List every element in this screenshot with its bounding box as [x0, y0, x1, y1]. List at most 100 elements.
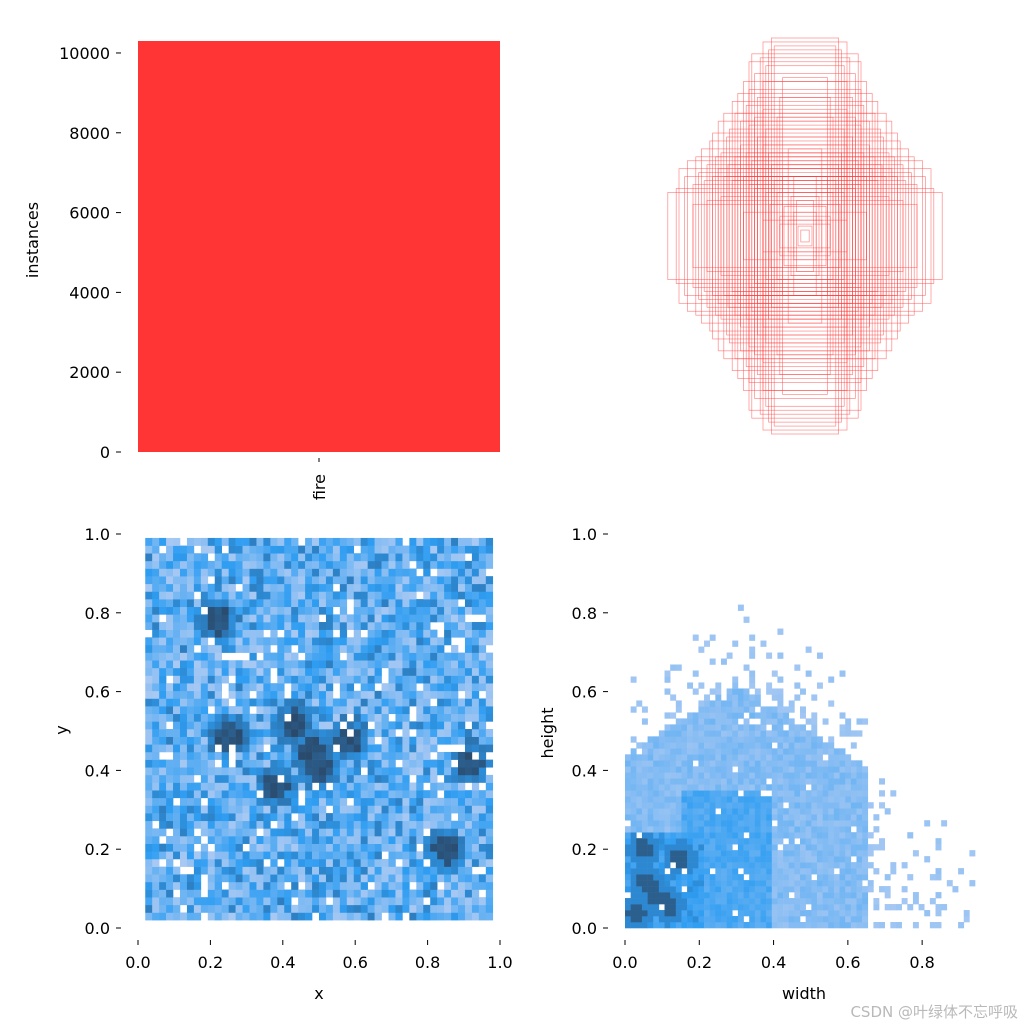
wh-bin — [675, 832, 682, 839]
xy-bin — [186, 912, 195, 921]
wh-bin — [850, 820, 857, 827]
xy-bin — [402, 576, 410, 585]
xy-bin — [235, 805, 243, 814]
xy-bin — [437, 560, 445, 569]
wh-bin — [754, 802, 761, 809]
wh-bin — [805, 922, 812, 929]
wh-bin — [658, 772, 665, 779]
xy-bin — [353, 813, 362, 822]
wh-bin — [788, 748, 795, 755]
wh-bin — [833, 844, 840, 851]
box-outline — [734, 112, 876, 360]
xy-bin — [186, 606, 195, 615]
wh-bin — [636, 838, 643, 845]
wh-bin — [670, 694, 677, 701]
wh-bin — [675, 898, 682, 905]
xy-bin — [437, 858, 445, 867]
wh-bin — [664, 772, 671, 779]
wh-bin — [737, 700, 744, 707]
xy-bin — [416, 660, 424, 669]
xy-bin — [325, 683, 334, 692]
wh-bin — [636, 892, 643, 899]
wh-bin — [698, 820, 705, 827]
xy-bin — [298, 744, 306, 753]
xy-bin — [395, 537, 403, 546]
wh-bin — [805, 670, 812, 677]
wh-bin — [777, 748, 784, 755]
wh-bin — [726, 694, 733, 701]
wh-bin — [754, 766, 761, 773]
box-outline — [743, 211, 867, 261]
xy-bin — [332, 537, 341, 546]
wh-bin — [800, 742, 806, 749]
xy-bin — [284, 729, 292, 737]
wh-bin — [856, 814, 863, 821]
xy-bin — [416, 606, 424, 615]
wh-bin — [777, 700, 784, 707]
xy-bin — [284, 629, 292, 638]
xy-bin — [444, 851, 452, 860]
xy-bin — [159, 667, 167, 676]
wh-bin — [833, 832, 840, 839]
xy-bin — [374, 744, 382, 753]
wh-bin — [856, 766, 863, 773]
xy-bin — [395, 897, 403, 906]
wh-bin — [704, 862, 710, 869]
xy-bin — [284, 782, 292, 791]
xy-bin — [444, 790, 452, 799]
wh-bin — [754, 772, 761, 779]
wh-bin — [653, 778, 660, 785]
wh-bin — [811, 862, 818, 869]
wh-bin — [805, 832, 812, 839]
xy-bin — [193, 851, 202, 860]
xy-bin — [263, 683, 271, 692]
wh-bin — [709, 754, 716, 761]
wh-bin — [760, 814, 767, 821]
xy-bin — [270, 706, 278, 715]
xy-bin — [173, 820, 181, 829]
xy-bin — [346, 782, 355, 791]
wh-bin — [653, 826, 660, 833]
wh-bin — [833, 820, 840, 827]
wh-bin — [794, 736, 801, 743]
xy-bin — [173, 759, 181, 768]
xy-bin — [214, 675, 222, 684]
wh-bin — [924, 856, 931, 863]
xy-bin — [325, 759, 334, 768]
xy-bin — [367, 874, 375, 883]
xy-bin — [402, 690, 410, 699]
xy-bin — [430, 912, 438, 921]
wh-bin — [658, 808, 665, 815]
xy-bin — [228, 537, 236, 546]
xy-bin — [298, 568, 306, 577]
xy-bin — [451, 729, 459, 737]
wh-bin — [788, 754, 795, 761]
wh-bin — [675, 706, 682, 713]
box-outline — [787, 219, 823, 253]
xy-bin — [152, 813, 160, 822]
xy-bin — [166, 644, 174, 653]
xy-bin — [242, 560, 250, 569]
wh-bin — [670, 760, 677, 767]
wh-bin — [839, 772, 846, 779]
wh-bin — [670, 904, 677, 911]
wh-bin — [845, 922, 852, 929]
xy-bin — [478, 599, 487, 608]
xy-bin — [173, 767, 181, 776]
xy-bin — [395, 744, 403, 753]
wh-bin — [641, 742, 648, 749]
xy-bin — [451, 576, 459, 585]
wh-bin — [641, 892, 648, 899]
wh-bin — [664, 802, 671, 809]
wh-bin — [687, 898, 694, 905]
wh-bin — [766, 796, 773, 803]
xy-bin — [339, 683, 348, 692]
xy-bin — [381, 729, 389, 737]
xy-bin — [319, 637, 327, 646]
wh-bin — [675, 664, 682, 671]
xy-bin — [312, 690, 320, 699]
xy-bin — [298, 629, 306, 638]
wh-bin — [698, 646, 705, 653]
xy-bin — [200, 774, 209, 783]
xy-bin — [325, 904, 334, 913]
